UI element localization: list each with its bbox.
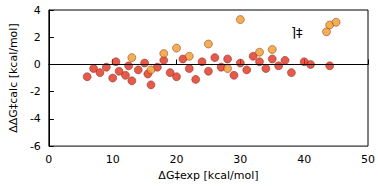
svg-text:50: 50: [361, 153, 375, 166]
svg-text:2: 2: [34, 31, 41, 44]
svg-text:0: 0: [34, 58, 41, 71]
svg-text:40: 40: [297, 153, 311, 166]
svg-text:ΔG‡exp [kcal/mol]: ΔG‡exp [kcal/mol]: [158, 169, 258, 182]
svg-text:ΔΔG‡calc [kcal/mol]: ΔΔG‡calc [kcal/mol]: [7, 23, 20, 132]
svg-text:⌉‡: ⌉‡: [291, 25, 303, 40]
svg-text:-4: -4: [30, 112, 41, 125]
svg-text:10: 10: [106, 153, 120, 166]
svg-text:20: 20: [170, 153, 184, 166]
svg-text:30: 30: [233, 153, 247, 166]
svg-text:-6: -6: [30, 140, 41, 153]
svg-text:-2: -2: [30, 85, 41, 98]
svg-text:0: 0: [45, 153, 52, 166]
svg-text:4: 4: [34, 4, 41, 17]
